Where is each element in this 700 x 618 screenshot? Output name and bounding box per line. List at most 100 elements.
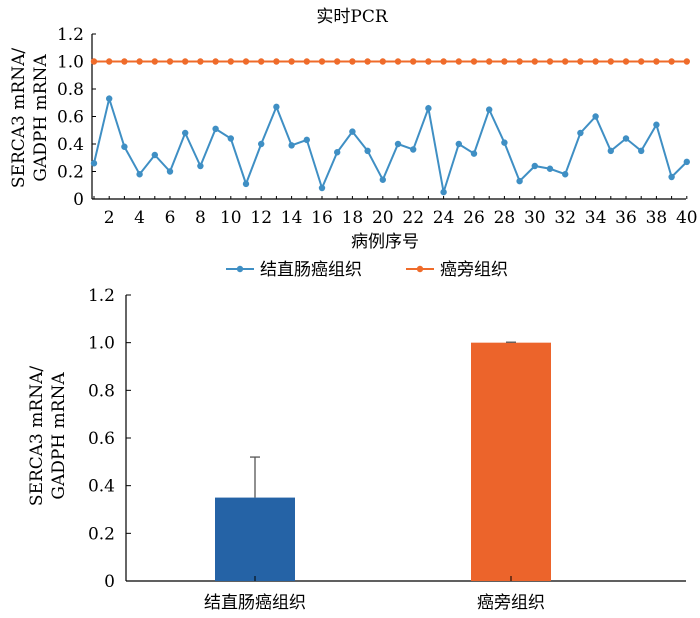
line-chart-x-tick-label: 24 (433, 208, 455, 228)
line-chart-title: 实时PCR (316, 7, 388, 27)
line-series-1-point (90, 160, 98, 167)
bar-chart-category-label: 结直肠癌组织 (204, 593, 306, 613)
bar-chart-y-tick-label: 0.4 (88, 477, 115, 497)
line-chart-x-tick-label: 38 (646, 208, 668, 228)
line-chart-x-tick-label: 32 (554, 208, 576, 228)
line-series-2-point (182, 58, 189, 65)
legend-marker-series-2 (416, 265, 424, 273)
line-series-1-point (486, 106, 493, 113)
line-series-1-point (607, 147, 614, 155)
line-series-2-point (212, 58, 219, 65)
line-chart-x-tick-label: 22 (402, 208, 424, 228)
line-chart-x-ticks: 2 4 6 8 10 12 14 16 18 20 22 24 26 28 30 32 34 36 38 40 (93, 196, 698, 228)
line-series-2-point (349, 58, 356, 65)
line-series-2-point (486, 58, 493, 65)
line-series-2-point (592, 58, 599, 65)
line-series-1-point (394, 140, 402, 148)
line-chart-x-tick-label: 36 (615, 208, 637, 228)
line-series-1-point (546, 165, 554, 172)
line-chart-x-tick-label: 40 (676, 208, 698, 228)
line-series-1-point (622, 135, 630, 142)
line-chart-y-tick-label: 1.2 (57, 25, 84, 45)
line-chart-y-tick-label: 0.8 (57, 80, 84, 100)
line-series-1-point (470, 150, 478, 157)
line-series-1-point (349, 128, 356, 135)
line-series-2-point (258, 58, 265, 65)
line-series-1-point (182, 129, 189, 137)
line-series-2-point (121, 58, 128, 65)
line-chart-series (90, 58, 690, 196)
line-series-2-point (577, 58, 584, 65)
bar-chart-y-tick-label: 0.6 (88, 429, 115, 449)
line-series-1-point (592, 113, 599, 120)
line-series-1-point (668, 173, 675, 181)
line-series-2-point (531, 58, 538, 65)
line-series-1-point (166, 168, 174, 175)
line-chart-x-tick-label: 4 (134, 208, 145, 228)
line-series-1-point (334, 149, 341, 156)
line-series-2-point (303, 58, 310, 65)
line-series-1-point (653, 121, 660, 128)
line-chart-y-tick-label: 0 (73, 190, 84, 210)
line-series-1-point (197, 162, 204, 170)
line-chart-y-ticks: 0 0.2 0.4 0.6 0.8 1.0 1.2 (57, 25, 96, 210)
line-series-1-point (425, 105, 432, 112)
line-series-1-point (455, 140, 462, 148)
legend-marker-series-1 (236, 265, 244, 273)
line-series-2-point (136, 58, 143, 65)
line-series-1-point (577, 129, 584, 137)
bar-chart-y-tick-label: 0 (104, 572, 115, 592)
line-series-2-point (242, 58, 250, 65)
bar-chart-category-labels: 结直肠癌组织 癌旁组织 (204, 576, 545, 613)
bar-chart-y-tick-label: 1.2 (88, 286, 115, 306)
line-chart-x-tick-label: 12 (250, 208, 272, 228)
line-series-2-point (90, 58, 98, 65)
line-chart-y-label-line2: GADPH mRNA (31, 54, 51, 182)
line-series-1-point (151, 151, 158, 159)
line-series-1-point (379, 176, 386, 183)
line-series-1-point (683, 158, 690, 166)
line-chart-y-tick-label: 0.6 (57, 108, 84, 128)
line-series-2-point (668, 58, 675, 65)
line-series-1-point (242, 180, 250, 188)
line-chart-x-tick-label: 18 (342, 208, 364, 228)
line-chart-x-label: 病例序号 (351, 232, 419, 252)
line-series-2-point (410, 58, 417, 65)
line-series-2-point (394, 58, 402, 65)
bar-chart-y-tick-label: 1.0 (88, 334, 115, 354)
bar-chart-bars (215, 341, 551, 581)
line-series-2-point (653, 58, 660, 65)
line-series-1-point (136, 171, 143, 178)
bar-chart-category-label: 癌旁组织 (477, 593, 545, 613)
line-series-2-point (197, 58, 204, 65)
legend-label-series-2: 癌旁组织 (440, 260, 508, 280)
line-chart-y-tick-label: 0.2 (57, 163, 84, 183)
line-series-2-point (379, 58, 386, 65)
line-series-2-point (425, 58, 432, 65)
line-series-2-point (638, 58, 645, 65)
line-series-1-point (318, 184, 326, 192)
line-chart-y-tick-label: 1.0 (57, 53, 84, 73)
line-series-1-point (288, 142, 295, 149)
bar-chart-y-tick-label: 0.2 (88, 524, 115, 544)
line-series-2-point (607, 58, 614, 65)
line-series-1-point (440, 188, 447, 196)
line-series-2-point (501, 58, 508, 65)
bar-chart-y-label-line2: GADPH mRNA (49, 372, 69, 500)
bar-chart-y-label-line1: SERCA3 mRNA/ (27, 366, 47, 506)
line-series-2-point (470, 58, 478, 65)
line-series-2-point (227, 58, 234, 65)
line-chart-y-tick-label: 0.4 (57, 135, 84, 155)
line-series-1-point (562, 171, 569, 178)
line-series-2-point (516, 58, 523, 65)
line-chart-legend: 结直肠癌组织 癌旁组织 (226, 260, 508, 280)
line-series-2-point (151, 58, 158, 65)
line-series-1-point (106, 95, 113, 102)
line-chart-x-tick-label: 10 (220, 208, 242, 228)
line-series-1-point (303, 136, 310, 144)
line-series-1-point (258, 140, 265, 148)
line-series-2-point (455, 58, 462, 65)
bar-1 (215, 497, 295, 581)
line-series-1 (93, 94, 688, 193)
